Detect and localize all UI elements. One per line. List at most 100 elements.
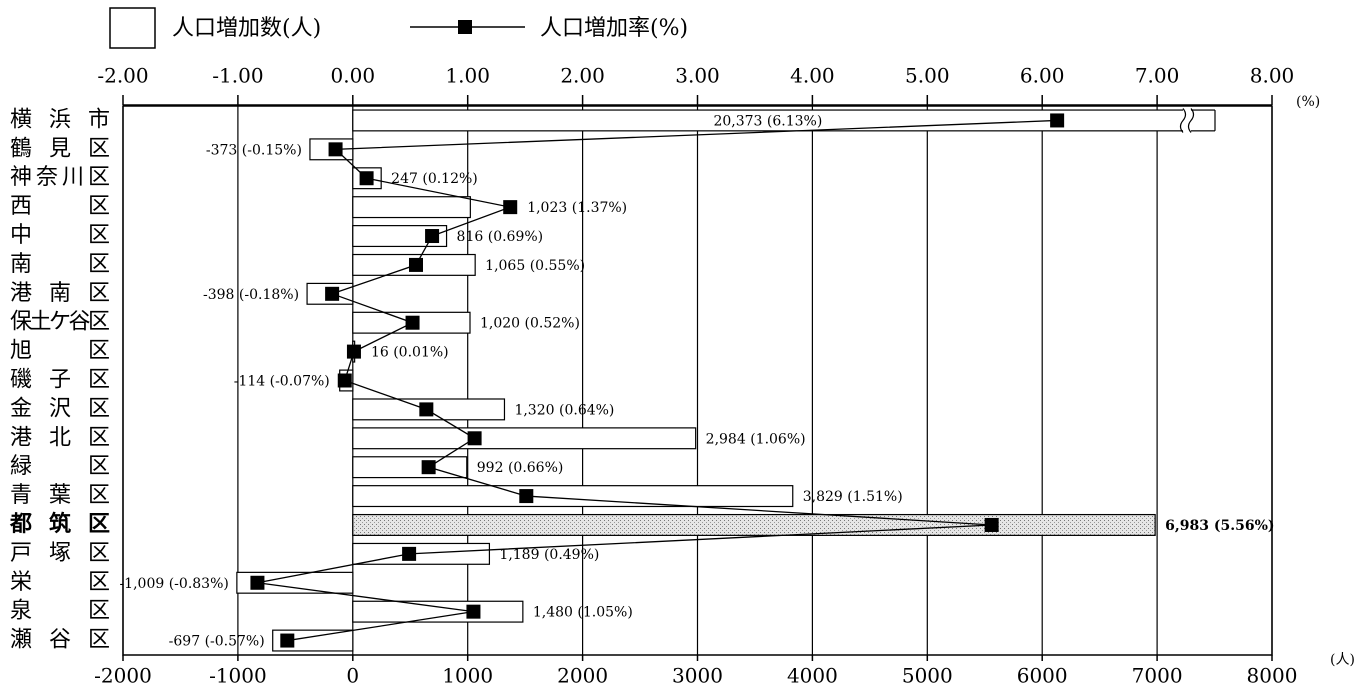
bar-value-label: 816	[457, 229, 484, 245]
rate-value-label: (-0.15%)	[242, 142, 302, 158]
bar-value-label: 16	[371, 345, 389, 361]
bar-value-label: 1,023	[527, 200, 567, 216]
bar-value-label: 992	[477, 460, 504, 476]
rate-marker	[402, 546, 417, 561]
bars	[236, 109, 1215, 652]
category-label: 神奈川区	[10, 165, 110, 190]
category-label: 西区	[10, 194, 110, 219]
x2-tick-label: 5.00	[905, 64, 950, 88]
bar	[236, 571, 354, 594]
rate-marker	[1050, 113, 1065, 128]
x-tick-label: 1000	[442, 664, 493, 688]
bar-value-label: -114	[234, 374, 266, 390]
bar	[352, 600, 524, 623]
rate-value-label: (0.01%)	[393, 345, 448, 361]
category-label: 緑区	[10, 454, 110, 479]
rate-value-label: (0.66%)	[508, 460, 563, 476]
rate-marker	[419, 402, 434, 417]
bar	[352, 427, 697, 450]
legend-marker	[458, 20, 472, 34]
rate-marker	[250, 575, 265, 590]
x2-tick-label: 1.00	[445, 64, 490, 88]
plot-frame	[122, 105, 1273, 656]
x2-tick-label: 6.00	[1020, 64, 1065, 88]
x2-tick-label: 7.00	[1135, 64, 1180, 88]
rate-value-label: (0.55%)	[530, 258, 585, 274]
bar-value-label: -697	[169, 634, 200, 650]
data-label: 3,829 (1.51%)	[803, 489, 903, 505]
x2-tick-label: 3.00	[675, 64, 720, 88]
rate-marker	[337, 373, 352, 388]
category-label: 旭区	[10, 339, 110, 364]
rate-value-label: (5.56%)	[1214, 518, 1275, 534]
bar	[352, 485, 794, 508]
category-label: 中区	[10, 223, 110, 248]
category-label: 泉区	[10, 599, 110, 624]
rate-value-label: (6.13%)	[767, 113, 822, 129]
rate-value-label: (1.51%)	[847, 489, 902, 505]
data-label: 1,020 (0.52%)	[480, 316, 580, 332]
break-mark	[1179, 108, 1187, 133]
x2-tick-label: -2.00	[97, 64, 148, 88]
rate-marker	[359, 171, 374, 186]
rate-value-label: (-0.18%)	[239, 287, 299, 303]
rate-value-label: (0.52%)	[525, 316, 580, 332]
bar-value-label: -1,009	[119, 576, 164, 592]
bar-value-label: 3,829	[803, 489, 843, 505]
bar-value-label: 1,065	[485, 258, 525, 274]
rate-value-label: (0.12%)	[422, 171, 477, 187]
bar-value-label: 247	[391, 171, 418, 187]
data-label: -1,009 (-0.83%)	[119, 576, 228, 592]
data-label: -697 (-0.57%)	[169, 634, 265, 650]
bar-value-label: 20,373	[713, 113, 762, 129]
bar	[352, 225, 448, 248]
data-label: -398 (-0.18%)	[203, 287, 299, 303]
category-label: 磯子区	[10, 368, 110, 393]
data-label: -114 (-0.07%)	[234, 374, 330, 390]
data-label: 1,320 (0.64%)	[514, 402, 614, 418]
rate-value-label: (1.37%)	[572, 200, 627, 216]
rate-marker	[280, 633, 295, 648]
category-label: 鶴見区	[10, 136, 110, 161]
bar-value-label: 1,320	[514, 402, 554, 418]
rate-marker	[466, 604, 481, 619]
data-label: 816 (0.69%)	[457, 229, 544, 245]
rate-value-label: (-0.83%)	[169, 576, 229, 592]
rate-value-label: (1.05%)	[577, 605, 632, 621]
bar	[352, 513, 1156, 536]
bar-value-label: 2,984	[706, 431, 746, 447]
rate-marker	[421, 460, 436, 475]
rate-marker	[405, 315, 420, 330]
rate-marker	[467, 431, 482, 446]
x-tick-label: 6000	[1017, 664, 1068, 688]
bar-value-label: -373	[206, 142, 237, 158]
bar	[352, 456, 468, 479]
x-tick-label: 4000	[787, 664, 838, 688]
rate-value-label: (-0.07%)	[270, 374, 330, 390]
x-tick-label: 5000	[902, 664, 953, 688]
x2-tick-label: 0.00	[331, 64, 376, 88]
category-label: 港北区	[10, 425, 110, 450]
rate-value-label: (0.69%)	[488, 229, 543, 245]
x-tick-label: -2000	[94, 664, 152, 688]
data-label: 6,983 (5.56%)	[1165, 518, 1274, 534]
data-label: 1,023 (1.37%)	[527, 200, 627, 216]
category-label: 南区	[10, 252, 110, 277]
category-label: 保土ケ谷区	[10, 310, 110, 335]
data-label: 247 (0.12%)	[391, 171, 478, 187]
legend-bar: 人口増加数(人)	[172, 16, 321, 41]
data-label: 1,480 (1.05%)	[533, 605, 633, 621]
x2-tick-label: 8.00	[1250, 64, 1295, 88]
x-tick-label: 7000	[1132, 664, 1183, 688]
bar-value-label: 1,189	[499, 547, 539, 563]
data-label: 1,189 (0.49%)	[499, 547, 599, 563]
rate-marker	[519, 489, 534, 504]
x2-tick-label: -1.00	[212, 64, 263, 88]
break-gap	[1183, 109, 1191, 132]
bar	[352, 196, 471, 219]
data-label: -373 (-0.15%)	[206, 142, 302, 158]
category-label: 横浜市	[10, 107, 110, 132]
rate-value-label: (0.64%)	[559, 402, 614, 418]
